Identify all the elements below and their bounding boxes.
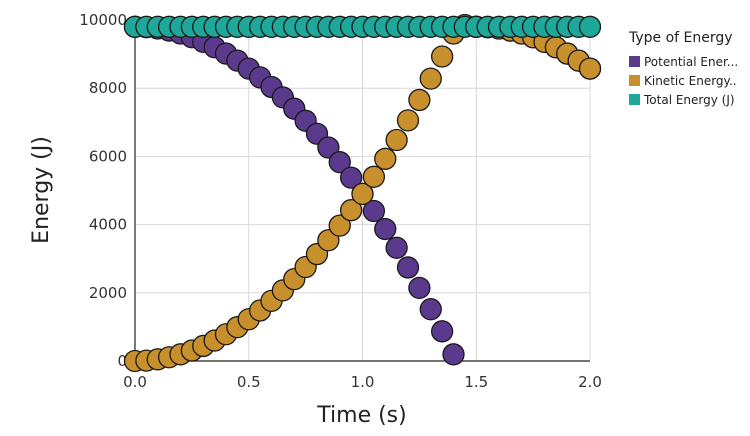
data-point (339, 199, 363, 222)
data-point (430, 320, 454, 343)
legend-swatch (629, 56, 640, 67)
data-point (362, 165, 386, 188)
data-point (362, 199, 386, 223)
data-point (385, 236, 408, 259)
x-tick-label: 1.5 (464, 373, 488, 391)
data-point (442, 343, 465, 366)
data-point (385, 128, 408, 152)
legend-swatch (629, 94, 640, 105)
series-2 (123, 15, 602, 38)
legend-title: Type of Energy (628, 30, 733, 46)
legend-swatch (629, 75, 640, 86)
y-tick-label: 0 (117, 352, 127, 370)
data-point (396, 256, 420, 279)
data-point (408, 276, 431, 300)
legend-label: Total Energy (J) (643, 93, 735, 107)
axes (134, 20, 590, 362)
data-point (374, 147, 397, 170)
data-point (351, 182, 374, 206)
data-point (430, 45, 454, 68)
y-axis-label: Energy (J) (29, 136, 54, 244)
legend-label: Kinetic Energy.. (644, 74, 737, 88)
tick-labels: 0.0 0.5 1.0 1.5 2.0 0 2000 4000 6000 8000 10000 (79, 11, 602, 391)
data-point (396, 109, 420, 132)
data-point (419, 67, 442, 90)
y-tick-label: 6000 (89, 147, 127, 165)
y-tick-label: 4000 (89, 216, 127, 234)
data-point (419, 298, 442, 321)
data-point (408, 88, 431, 112)
y-tick-label: 10000 (79, 11, 127, 29)
x-tick-label: 1.0 (351, 373, 375, 391)
data-point (339, 166, 363, 189)
y-tick-label: 2000 (89, 284, 127, 302)
legend-label: Potential Ener... (644, 55, 738, 69)
x-tick-label: 0.5 (237, 373, 261, 391)
x-axis-label: Time (s) (316, 403, 406, 428)
data-point (578, 15, 602, 38)
y-tick-label: 8000 (89, 79, 127, 97)
data-points (123, 13, 602, 373)
data-point (317, 229, 340, 252)
x-tick-label: 2.0 (578, 373, 602, 391)
data-point (374, 217, 397, 241)
data-point (578, 57, 602, 80)
data-point (328, 214, 351, 237)
legend: Type of Energy Potential Ener... Kinetic … (628, 30, 738, 107)
x-tick-label: 0.0 (123, 373, 147, 391)
data-point (328, 151, 351, 174)
data-point (317, 136, 340, 159)
